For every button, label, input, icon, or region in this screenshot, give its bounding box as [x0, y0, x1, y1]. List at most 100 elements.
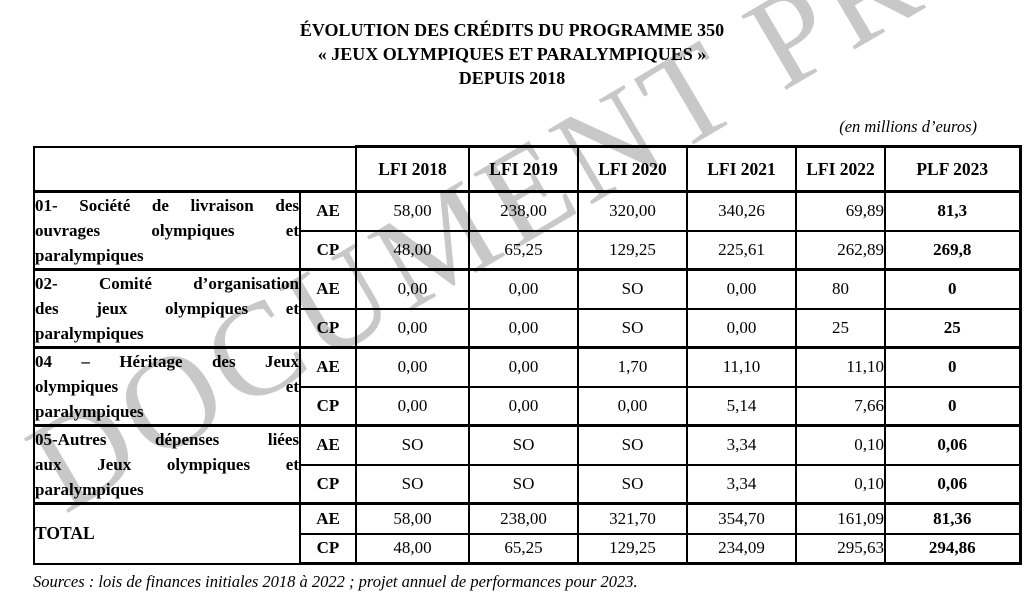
value-cell: SO	[577, 307, 688, 349]
row-label-line: 04 – Héritage des Jeux	[35, 352, 299, 371]
value-cell: 80	[795, 268, 886, 310]
row-label-line: aux Jeux olympiques et	[35, 455, 299, 474]
row-02-cp: CP 0,00 0,00 SO 0,00 25 25	[34, 307, 1022, 349]
column-header-lfi-2018: LFI 2018	[355, 145, 470, 193]
credits-table: LFI 2018 LFI 2019 LFI 2020 LFI 2021 LFI …	[33, 145, 1022, 565]
value-cell: 0,06	[884, 463, 1022, 505]
value-cell: 321,70	[577, 502, 688, 535]
unit-note: (en millions d’euros)	[839, 117, 977, 136]
row-04-ae: 04 – Héritage des Jeux olympiques et par…	[33, 346, 1022, 427]
value-cell: 0,00	[577, 385, 688, 427]
column-header-lfi-2020: LFI 2020	[577, 145, 688, 193]
row-label-05: 05-Autres dépenses liées aux Jeux olympi…	[33, 424, 301, 505]
value-cell: 238,00	[468, 502, 579, 535]
value-cell: 25	[795, 307, 886, 349]
value-cell: 58,00	[355, 502, 470, 535]
row-05-ae: 05-Autres dépenses liées aux Jeux olympi…	[33, 424, 1022, 505]
value-cell: 0,00	[355, 268, 470, 310]
value-cell: 7,66	[795, 385, 886, 427]
total-label: TOTAL	[33, 502, 301, 565]
value-cell: 269,8	[884, 229, 1022, 271]
value-cell: 129,25	[577, 532, 688, 565]
row-label-line: olympiques et	[35, 377, 299, 396]
value-cell: 48,00	[355, 229, 470, 271]
value-cell: 0,00	[686, 268, 797, 310]
row-label-02: 02- Comité d’organisation des jeux olymp…	[33, 268, 301, 349]
value-cell: 0,00	[468, 346, 579, 388]
header-row: LFI 2018 LFI 2019 LFI 2020 LFI 2021 LFI …	[33, 145, 1022, 193]
value-cell: 3,34	[686, 424, 797, 466]
row-label-01: 01- Société de livraison des ouvrages ol…	[33, 190, 301, 271]
value-cell: 65,25	[468, 229, 579, 271]
row-type-cp: CP	[299, 532, 357, 565]
column-header-lfi-2021: LFI 2021	[686, 145, 797, 193]
value-cell: SO	[355, 463, 470, 505]
value-cell: 0	[884, 346, 1022, 388]
value-cell: SO	[355, 424, 470, 466]
title-line-1: ÉVOLUTION DES CRÉDITS DU PROGRAMME 350	[299, 20, 725, 40]
value-cell: 69,89	[795, 190, 886, 232]
row-01-cp: CP 48,00 65,25 129,25 225,61 262,89 269,…	[34, 229, 1022, 271]
value-cell: 58,00	[355, 190, 470, 232]
value-cell: 262,89	[795, 229, 886, 271]
column-header-plf-2023: PLF 2023	[884, 145, 1022, 193]
value-cell: 0,06	[884, 424, 1022, 466]
column-header-lfi-2019: LFI 2019	[468, 145, 579, 193]
value-cell: 161,09	[795, 502, 886, 535]
value-cell: 25	[884, 307, 1022, 349]
row-label-line: 01- Société de livraison des	[35, 196, 299, 215]
row-type-ae: AE	[299, 190, 357, 232]
row-type-cp: CP	[299, 385, 357, 427]
value-cell: 0	[884, 268, 1022, 310]
row-label-line: 02- Comité d’organisation	[35, 274, 299, 293]
row-type-cp: CP	[299, 463, 357, 505]
value-cell: 81,3	[884, 190, 1022, 232]
value-cell: 238,00	[468, 190, 579, 232]
value-cell: 0,10	[795, 463, 886, 505]
row-type-cp: CP	[299, 229, 357, 271]
value-cell: 65,25	[468, 532, 579, 565]
row-05-cp: CP SO SO SO 3,34 0,10 0,06	[34, 463, 1022, 505]
row-02-ae: 02- Comité d’organisation des jeux olymp…	[33, 268, 1022, 349]
row-total-cp: CP 48,00 65,25 129,25 234,09 295,63 294,…	[34, 532, 1022, 565]
value-cell: 0,00	[355, 307, 470, 349]
value-cell: 5,14	[686, 385, 797, 427]
value-cell: 0,00	[468, 268, 579, 310]
row-label-line: paralympiques	[35, 480, 144, 499]
value-cell: 0	[884, 385, 1022, 427]
title-line-3: DEPUIS 2018	[458, 68, 566, 88]
row-label-line: des jeux olympiques et	[35, 299, 299, 318]
value-cell: 3,34	[686, 463, 797, 505]
value-cell: 295,63	[795, 532, 886, 565]
value-cell: 129,25	[577, 229, 688, 271]
value-cell: 0,00	[468, 385, 579, 427]
value-cell: 11,10	[686, 346, 797, 388]
value-cell: 0,00	[468, 307, 579, 349]
value-cell: SO	[468, 463, 579, 505]
value-cell: 354,70	[686, 502, 797, 535]
value-cell: 11,10	[795, 346, 886, 388]
value-cell: 0,10	[795, 424, 886, 466]
value-cell: 0,00	[686, 307, 797, 349]
source-note: Sources : lois de finances initiales 201…	[33, 572, 638, 591]
row-label-line: ouvrages olympiques et	[35, 221, 299, 240]
row-label-line: paralympiques	[35, 324, 144, 343]
value-cell: 0,00	[355, 346, 470, 388]
value-cell: SO	[577, 424, 688, 466]
row-total-ae: TOTAL AE 58,00 238,00 321,70 354,70 161,…	[33, 502, 1022, 565]
row-label-04: 04 – Héritage des Jeux olympiques et par…	[33, 346, 301, 427]
row-type-ae: AE	[299, 268, 357, 310]
value-cell: 1,70	[577, 346, 688, 388]
value-cell: 0,00	[355, 385, 470, 427]
row-label-line: 05-Autres dépenses liées	[35, 430, 299, 449]
page-title: ÉVOLUTION DES CRÉDITS DU PROGRAMME 350 «…	[0, 0, 1024, 90]
value-cell: 234,09	[686, 532, 797, 565]
value-cell: 320,00	[577, 190, 688, 232]
row-label-line: paralympiques	[35, 402, 144, 421]
value-cell: SO	[577, 268, 688, 310]
value-cell: 225,61	[686, 229, 797, 271]
value-cell: SO	[577, 463, 688, 505]
title-line-2: « JEUX OLYMPIQUES ET PARALYMPIQUES »	[317, 44, 707, 64]
value-cell: 81,36	[884, 502, 1022, 535]
